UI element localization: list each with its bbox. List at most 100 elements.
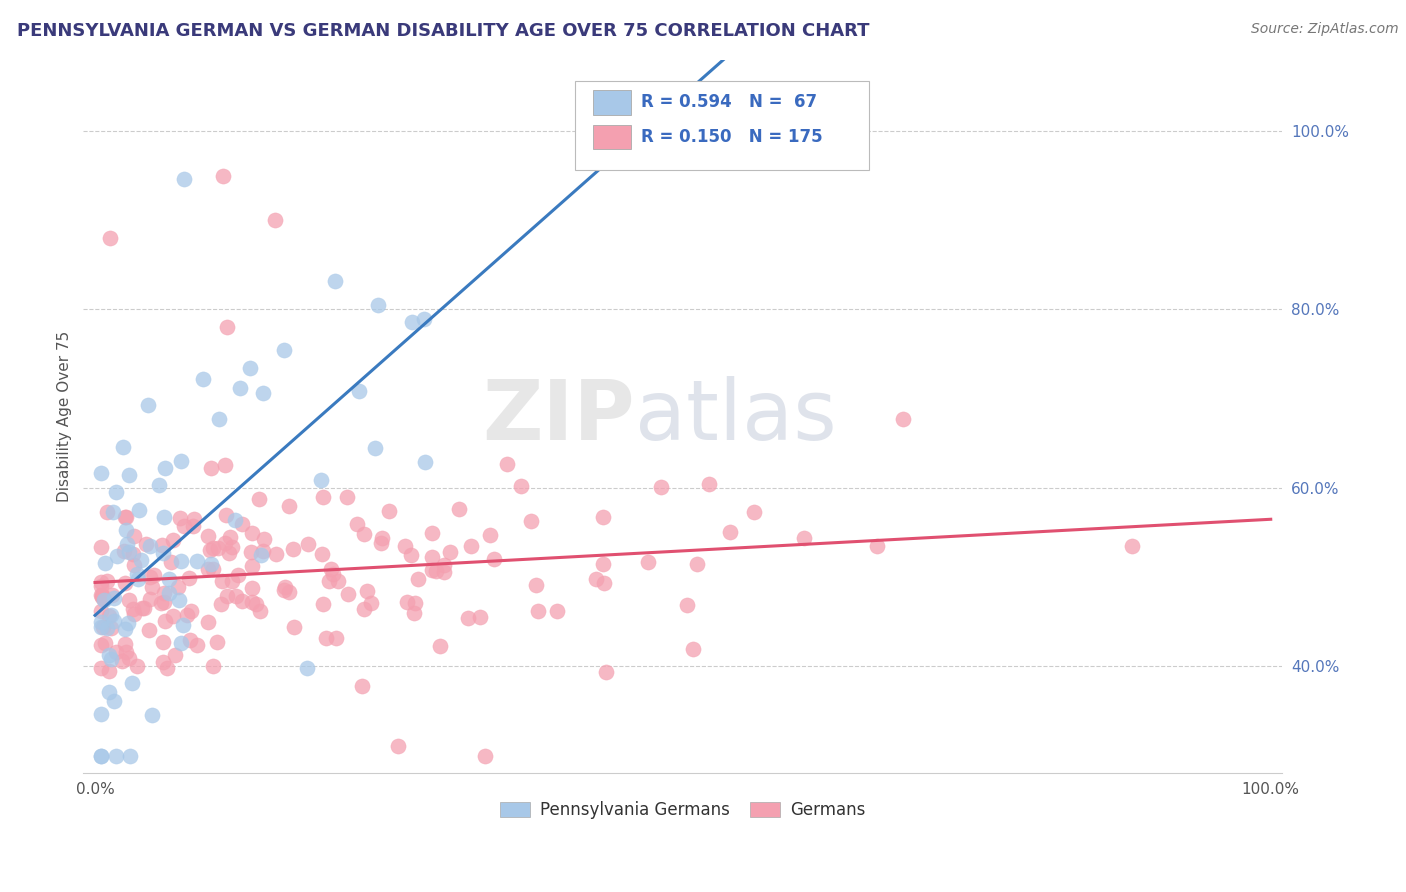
FancyBboxPatch shape [575,81,869,170]
Point [226,568,249,582]
Point [90,748,112,763]
Point [240,595,263,609]
Point [183,511,205,525]
Point [793,531,815,545]
Point [112,544,135,558]
Point [197,615,219,630]
Point [215,320,238,334]
Point [93,592,115,607]
Point [117,616,139,631]
Point [170,454,193,468]
Point [387,739,409,754]
Point [221,574,243,588]
Point [211,574,233,588]
Point [322,566,344,581]
Point [425,564,447,578]
Point [592,576,614,591]
Point [98,685,121,699]
Point [152,635,174,649]
Point [114,509,136,524]
Point [228,381,250,395]
Point [104,748,127,763]
Point [180,604,202,618]
Point [742,505,765,519]
Point [650,479,672,493]
Point [118,468,141,483]
Point [139,570,162,584]
Point [336,490,359,504]
Point [96,574,118,589]
Point [239,360,262,375]
Point [439,545,461,559]
Point [90,748,112,763]
Point [172,618,194,632]
Point [311,547,333,561]
Point [277,585,299,599]
Point [274,580,297,594]
Point [364,441,387,455]
Point [153,510,176,524]
Point [127,659,149,673]
Point [218,546,240,560]
Point [346,516,368,531]
Point [167,580,190,594]
Point [309,474,332,488]
Text: PENNSYLVANIA GERMAN VS GERMAN DISABILITY AGE OVER 75 CORRELATION CHART: PENNSYLVANIA GERMAN VS GERMAN DISABILITY… [17,22,869,40]
Point [697,476,720,491]
Point [131,552,153,566]
Point [90,707,112,722]
Point [101,588,124,602]
Point [138,539,160,553]
Point [682,642,704,657]
Point [250,548,273,562]
Point [221,541,243,555]
Point [592,558,614,572]
Point [169,510,191,524]
Point [90,603,112,617]
Point [253,533,276,547]
Point [585,572,607,586]
Point [105,485,128,500]
Point [315,631,337,645]
Point [399,549,422,563]
Point [546,604,568,618]
Point [122,547,145,561]
Point [132,601,155,615]
Point [433,565,456,579]
Text: R = 0.150   N = 175: R = 0.150 N = 175 [641,128,823,145]
Point [404,596,426,610]
Point [114,576,136,591]
Point [200,460,222,475]
Point [215,508,238,523]
Point [150,596,173,610]
Point [170,553,193,567]
Text: ZIP: ZIP [482,376,636,457]
Point [142,567,165,582]
Point [468,609,491,624]
Point [479,528,502,542]
Point [93,556,115,570]
Point [156,661,179,675]
Point [141,580,163,594]
Point [107,549,129,563]
Point [686,557,709,571]
Point [352,679,374,693]
Point [104,645,127,659]
Point [90,467,112,481]
Legend: Pennsylvania Germans, Germans: Pennsylvania Germans, Germans [494,795,872,826]
Point [527,604,550,618]
Text: Source: ZipAtlas.com: Source: ZipAtlas.com [1251,22,1399,37]
Point [209,597,232,611]
Point [207,541,229,555]
Point [401,315,423,329]
Point [115,524,138,538]
Point [252,386,274,401]
Point [412,311,434,326]
Point [118,592,141,607]
Point [114,622,136,636]
Point [326,574,349,588]
Point [245,597,267,611]
Point [360,596,382,610]
Point [100,621,122,635]
Point [312,597,335,611]
